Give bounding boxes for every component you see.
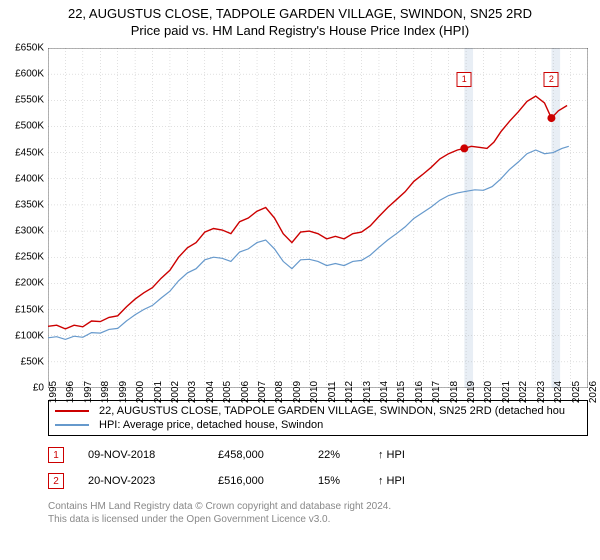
sale-marker-box: 2	[544, 72, 559, 87]
legend: 22, AUGUSTUS CLOSE, TADPOLE GARDEN VILLA…	[48, 400, 588, 436]
sale-marker-2: 2	[48, 473, 64, 489]
sale-dir-1: ↑ HPI	[378, 449, 405, 461]
sale-price-1: £458,000	[218, 449, 318, 461]
legend-swatch-2	[55, 424, 89, 426]
sale-row-2: 2 20-NOV-2023 £516,000 15% ↑ HPI	[48, 468, 588, 494]
sale-marker-box: 1	[457, 72, 472, 87]
ytick-label: £350K	[15, 199, 44, 210]
legend-swatch-1	[55, 410, 89, 412]
ytick-label: £150K	[15, 304, 44, 315]
attribution: Contains HM Land Registry data © Crown c…	[48, 500, 588, 526]
chart-container: 22, AUGUSTUS CLOSE, TADPOLE GARDEN VILLA…	[0, 0, 600, 560]
legend-item-2: HPI: Average price, detached house, Swin…	[55, 418, 581, 432]
xtick-label: 2026	[588, 381, 599, 403]
attribution-line2: This data is licensed under the Open Gov…	[48, 513, 588, 526]
sale-dir-2: ↑ HPI	[378, 475, 405, 487]
ytick-label: £400K	[15, 173, 44, 184]
ytick-label: £50K	[21, 356, 44, 367]
chart-title: 22, AUGUSTUS CLOSE, TADPOLE GARDEN VILLA…	[0, 0, 600, 40]
sale-date-2: 20-NOV-2023	[88, 475, 218, 487]
sale-marker-1: 1	[48, 447, 64, 463]
ytick-label: £600K	[15, 69, 44, 80]
ytick-label: £100K	[15, 330, 44, 341]
chart-svg	[48, 48, 588, 388]
sales-table: 1 09-NOV-2018 £458,000 22% ↑ HPI 2 20-NO…	[48, 442, 588, 494]
legend-label-2: HPI: Average price, detached house, Swin…	[99, 419, 323, 431]
ytick-label: £500K	[15, 121, 44, 132]
sale-pct-1: 22%	[318, 449, 378, 461]
sale-pct-2: 15%	[318, 475, 378, 487]
attribution-line1: Contains HM Land Registry data © Crown c…	[48, 500, 588, 513]
sale-price-2: £516,000	[218, 475, 318, 487]
ytick-label: £300K	[15, 226, 44, 237]
title-line1: 22, AUGUSTUS CLOSE, TADPOLE GARDEN VILLA…	[0, 6, 600, 23]
ytick-label: £650K	[15, 43, 44, 54]
ytick-label: £450K	[15, 147, 44, 158]
chart-area: £0£50K£100K£150K£200K£250K£300K£350K£400…	[48, 48, 588, 388]
ytick-label: £550K	[15, 95, 44, 106]
ytick-label: £0	[33, 383, 44, 394]
title-line2: Price paid vs. HM Land Registry's House …	[0, 23, 600, 40]
legend-item-1: 22, AUGUSTUS CLOSE, TADPOLE GARDEN VILLA…	[55, 404, 581, 418]
ytick-label: £200K	[15, 278, 44, 289]
sale-date-1: 09-NOV-2018	[88, 449, 218, 461]
ytick-label: £250K	[15, 252, 44, 263]
sale-row-1: 1 09-NOV-2018 £458,000 22% ↑ HPI	[48, 442, 588, 468]
legend-label-1: 22, AUGUSTUS CLOSE, TADPOLE GARDEN VILLA…	[99, 405, 565, 417]
